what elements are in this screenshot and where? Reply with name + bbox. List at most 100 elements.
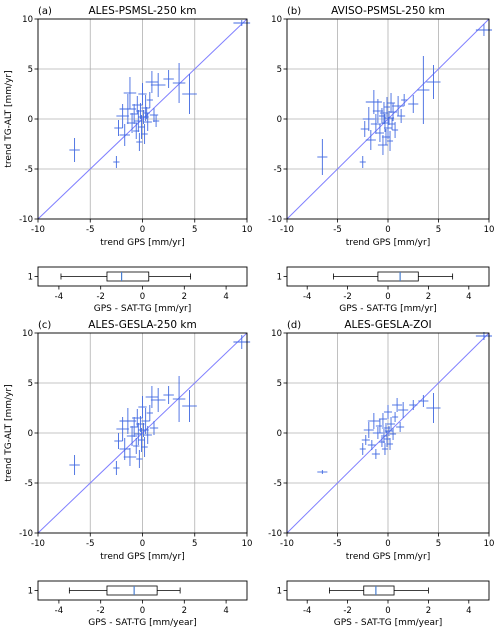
y-tick-label: -10 <box>19 529 33 539</box>
data-point <box>119 408 137 434</box>
data-point <box>233 335 251 349</box>
data-point <box>426 393 441 423</box>
data-point <box>149 421 159 435</box>
y-tick-label: 5 <box>277 379 282 389</box>
data-point <box>375 124 384 142</box>
data-point <box>69 455 80 475</box>
data-point <box>386 417 396 431</box>
data-point <box>378 413 387 425</box>
data-point <box>383 97 391 117</box>
data-point <box>383 405 393 419</box>
y-tick-label: 0 <box>28 429 33 439</box>
data-point <box>119 438 130 460</box>
data-point <box>361 435 370 445</box>
y-axis-label: trend TG-ALT [mm/yr] <box>4 384 14 481</box>
data-point <box>172 376 186 422</box>
data-point <box>138 83 147 105</box>
data-point <box>390 428 397 440</box>
data-point <box>138 396 147 418</box>
data-point <box>386 438 394 450</box>
data-point <box>380 429 387 443</box>
x-axis-label: GPS - SAT-TG [mm/year] <box>334 618 443 627</box>
y-tick-label: -10 <box>268 529 282 539</box>
data-point <box>475 24 493 36</box>
y-tick-label: 1 <box>28 587 33 597</box>
x-tick-label: 0 <box>385 539 390 549</box>
data-point <box>360 121 369 137</box>
boxplot-panel-1: -4 -2 0 2 4 1 GPS - SAT-TG [mm/yr] <box>28 266 248 314</box>
y-axis-label: trend TG-ALT [mm/yr] <box>4 70 14 167</box>
data-point <box>182 390 197 422</box>
data-point <box>359 443 366 455</box>
data-point <box>145 71 159 93</box>
one-to-one-line <box>37 18 248 220</box>
data-point <box>377 135 388 155</box>
data-point <box>172 63 186 103</box>
data-point <box>116 104 129 128</box>
x-tick-label: -2 <box>96 292 104 302</box>
panel-label: (b) <box>287 6 301 17</box>
data-point <box>381 129 391 145</box>
data-point <box>383 117 393 139</box>
data-point <box>141 95 150 121</box>
y-tick-label: 10 <box>271 329 282 339</box>
data-point <box>392 122 399 138</box>
box <box>106 271 150 282</box>
x-tick-label: 0 <box>140 539 145 549</box>
data-point <box>150 73 166 97</box>
data-point <box>126 113 138 133</box>
x-tick-label: 10 <box>484 539 495 549</box>
scatter-panel-2: -10 -5 0 5 10 -10 -5 0 5 10 (b) AVISO-PSMSL-250 km t… <box>268 5 494 248</box>
y-tick-label: 5 <box>28 379 33 389</box>
x-tick-label: -5 <box>86 225 94 235</box>
y-tick-label: 5 <box>28 65 33 75</box>
data-point <box>362 107 375 131</box>
panel-label: (a) <box>38 6 52 17</box>
x-tick-label: 5 <box>436 225 441 235</box>
data-point <box>163 386 174 404</box>
x-tick-label: -10 <box>280 539 294 549</box>
y-tick-label: 1 <box>277 587 282 597</box>
scatter-panel-1: -10 -5 0 5 10 -10 -5 0 5 10 (a) ALES-PSMSL-250 km tr… <box>4 5 252 248</box>
data-point <box>133 438 140 454</box>
x-tick-label: -2 <box>343 606 351 616</box>
data-point <box>136 133 143 151</box>
x-tick-label: 0 <box>385 225 390 235</box>
x-tick-label: -10 <box>31 539 45 549</box>
data-point <box>152 115 160 127</box>
data-point <box>426 65 441 99</box>
chart-title: ALES-GESLA-ZOI <box>344 319 431 331</box>
data-point <box>123 77 137 109</box>
data-point <box>386 131 394 151</box>
x-axis-label: GPS - SAT-TG [mm/yr] <box>339 304 436 314</box>
data-point <box>367 413 380 429</box>
data-point <box>113 461 120 475</box>
data-point <box>392 412 399 422</box>
x-tick-label: 5 <box>436 539 441 549</box>
y-tick-label: 10 <box>271 15 282 25</box>
data-point <box>381 114 388 132</box>
data-point <box>150 388 166 412</box>
box <box>377 271 419 282</box>
boxplot-panel-2: -4 -2 0 2 4 1 GPS - SAT-TG [mm/yr] <box>277 266 490 314</box>
data-point <box>392 96 405 116</box>
x-tick-label: -4 <box>303 606 311 616</box>
data-point <box>363 422 374 438</box>
data-point <box>409 400 418 410</box>
data-point <box>401 94 408 106</box>
data-point <box>138 428 145 452</box>
data-point <box>136 450 143 468</box>
data-point <box>141 124 148 144</box>
data-point <box>69 138 80 162</box>
x-axis-label: GPS - SAT-TG [mm/yr] <box>94 304 191 314</box>
data-point <box>365 130 376 150</box>
data-point <box>418 395 429 407</box>
x-tick-label: 4 <box>223 292 228 302</box>
x-tick-label: 2 <box>426 606 431 616</box>
data-point <box>163 70 174 88</box>
boxplot-panel-3: -4 -2 0 2 4 1 GPS - SAT-TG [mm/year] <box>28 580 248 627</box>
data-point <box>145 386 159 408</box>
data-point <box>114 433 123 449</box>
data-point <box>114 120 123 136</box>
data-point <box>370 114 381 134</box>
